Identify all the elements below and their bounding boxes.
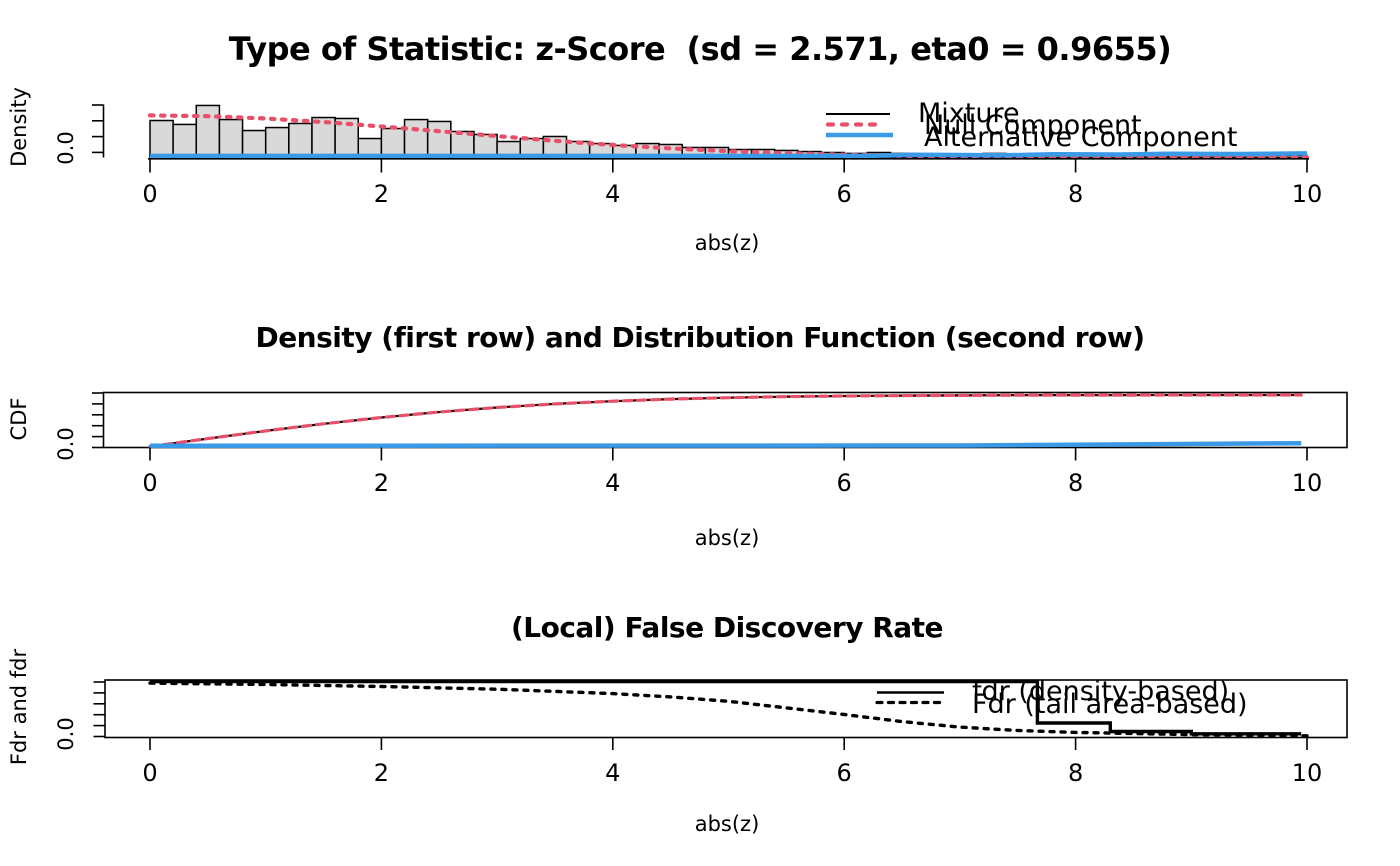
histogram-bar	[218, 118, 244, 159]
panel3-x-tick-label: 8	[1067, 759, 1084, 787]
panel2-y-tick-label: 0.0	[54, 427, 78, 461]
legend-label-mixture: Mixture	[918, 98, 1020, 129]
plot-box	[102, 391, 1348, 449]
mixture-cdf-curve	[149, 393, 1302, 448]
panel2-x-tick-label: 4	[605, 469, 621, 497]
panel1-x-tick-label: 10	[1291, 180, 1323, 208]
histogram-bar	[288, 122, 313, 159]
panel3-x-axis-label: abs(z)	[694, 812, 760, 836]
panel1-x-tick-label: 2	[373, 180, 390, 208]
legend-label-Fdr-tail-area-based: Fdr (tail area-based)	[972, 689, 1248, 720]
panel2-x-tick-label: 6	[836, 469, 852, 497]
histogram-bar	[426, 120, 452, 159]
panel2-title: Density (first row) and Distribution Fun…	[255, 321, 1145, 354]
panel3-x-tick-label: 6	[836, 759, 852, 787]
panel1-x-axis-label: abs(z)	[694, 231, 760, 255]
panel3-y-axis-label: Fdr and fdr	[7, 648, 31, 766]
panel2-x-tick-label: 0	[142, 469, 158, 497]
null-component-cdf-curve	[148, 393, 1303, 449]
fdr-density-step-curve	[150, 679, 1302, 736]
histogram-bar	[403, 118, 429, 159]
panel2-y-axis-label: CDF	[7, 397, 31, 441]
panel1-title: Type of Statistic: z-Score (sd = 2.571, …	[228, 30, 1172, 68]
legend-label-null-component: Null Component	[924, 110, 1142, 141]
panel3-x-tick-label: 2	[373, 759, 390, 787]
legend-label-alternative-component: Alternative Component	[924, 122, 1238, 153]
panel3-title: (Local) False Discovery Rate	[510, 611, 944, 644]
panel2-x-tick-label: 8	[1067, 469, 1084, 497]
legend-label-fdr-density-based: fdr (density-based)	[972, 676, 1230, 707]
histogram-bar	[264, 126, 290, 159]
histogram-bar	[195, 104, 221, 159]
panel3-y-tick-label: 0.0	[54, 717, 78, 751]
panel3-x-tick-label: 4	[605, 759, 621, 787]
histogram-bar	[172, 123, 198, 159]
panel1-y-axis-label: Density	[7, 87, 31, 167]
alternative-component-density-curve	[150, 151, 1308, 159]
histogram-bar	[149, 119, 174, 159]
panel2-x-tick-label: 10	[1291, 469, 1323, 497]
panel2-x-axis-label: abs(z)	[694, 526, 760, 550]
panel2-x-tick-label: 2	[373, 469, 390, 497]
panel1-x-tick-label: 8	[1067, 180, 1084, 208]
panel1-y-tick-label: 0.0	[54, 131, 78, 165]
panel3-x-tick-label: 10	[1291, 759, 1323, 787]
alternative-component-cdf-curve	[149, 440, 1302, 449]
histogram-bar	[380, 127, 406, 159]
panel1-x-tick-label: 6	[836, 180, 852, 208]
panel1-x-tick-label: 0	[142, 180, 158, 208]
histogram-bar	[241, 129, 267, 159]
panel1-x-tick-label: 4	[605, 180, 621, 208]
panel3-x-tick-label: 0	[142, 759, 158, 787]
Fdr-tail-area-curve	[148, 681, 1309, 738]
